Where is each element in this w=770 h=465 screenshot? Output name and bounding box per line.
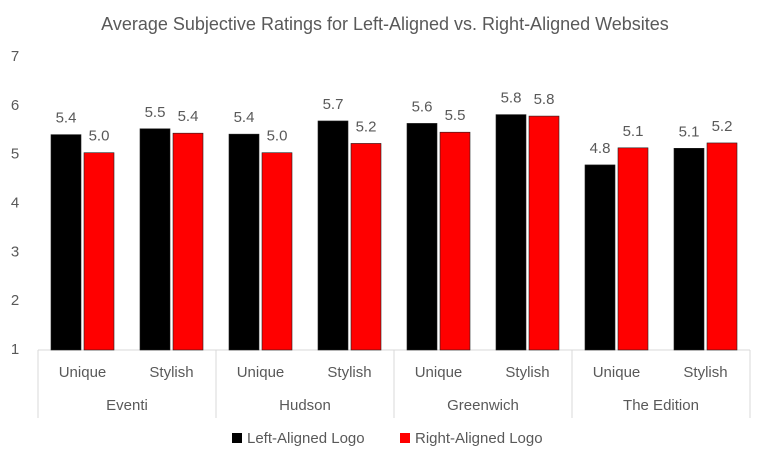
legend-swatch xyxy=(232,433,242,443)
bar xyxy=(50,134,82,351)
y-tick-label: 3 xyxy=(11,243,19,260)
bar xyxy=(706,142,738,351)
bar xyxy=(172,132,204,351)
bar xyxy=(261,152,293,351)
data-label: 5.4 xyxy=(56,110,77,127)
bar xyxy=(406,123,438,351)
data-label: 5.1 xyxy=(623,123,644,140)
data-label: 5.7 xyxy=(323,96,344,113)
x-tick-label: Stylish xyxy=(327,364,371,381)
data-label: 5.4 xyxy=(178,108,199,125)
bar xyxy=(495,114,527,351)
y-tick-label: 7 xyxy=(11,48,19,65)
group-label: Eventi xyxy=(106,397,148,414)
legend-swatch xyxy=(400,433,410,443)
legend-label: Left-Aligned Logo xyxy=(247,430,365,447)
x-tick-label: Unique xyxy=(593,364,641,381)
data-label: 5.5 xyxy=(445,107,466,124)
data-label: 5.0 xyxy=(267,128,288,145)
data-label: 4.8 xyxy=(590,140,611,157)
bar xyxy=(83,152,115,351)
legend-label: Right-Aligned Logo xyxy=(415,430,543,447)
x-tick-label: Stylish xyxy=(505,364,549,381)
y-tick-label: 5 xyxy=(11,146,19,163)
x-tick-label: Stylish xyxy=(149,364,193,381)
x-tick-label: Unique xyxy=(415,364,463,381)
bar xyxy=(673,148,705,351)
group-label: Greenwich xyxy=(447,397,519,414)
bar xyxy=(228,133,260,351)
x-tick-label: Unique xyxy=(237,364,285,381)
bar xyxy=(350,143,382,351)
data-label: 5.4 xyxy=(234,109,255,126)
bar xyxy=(617,147,649,351)
y-tick-label: 6 xyxy=(11,97,19,114)
group-label: Hudson xyxy=(279,397,331,414)
y-tick-label: 4 xyxy=(11,194,19,211)
data-label: 5.0 xyxy=(89,128,110,145)
data-label: 5.8 xyxy=(534,91,555,108)
bar xyxy=(584,164,616,351)
data-label: 5.6 xyxy=(412,98,433,115)
group-label: The Edition xyxy=(623,397,699,414)
bar xyxy=(139,128,171,351)
data-label: 5.8 xyxy=(501,90,522,107)
x-tick-label: Stylish xyxy=(683,364,727,381)
data-label: 5.2 xyxy=(356,118,377,135)
chart-title: Average Subjective Ratings for Left-Alig… xyxy=(101,14,669,34)
y-tick-label: 1 xyxy=(11,341,19,358)
data-label: 5.1 xyxy=(679,123,700,140)
bar xyxy=(528,115,560,351)
data-label: 5.5 xyxy=(145,104,166,121)
bar xyxy=(439,131,471,351)
data-label: 5.2 xyxy=(712,118,733,135)
x-tick-label: Unique xyxy=(59,364,107,381)
y-tick-label: 2 xyxy=(11,292,19,309)
bar xyxy=(317,120,349,351)
